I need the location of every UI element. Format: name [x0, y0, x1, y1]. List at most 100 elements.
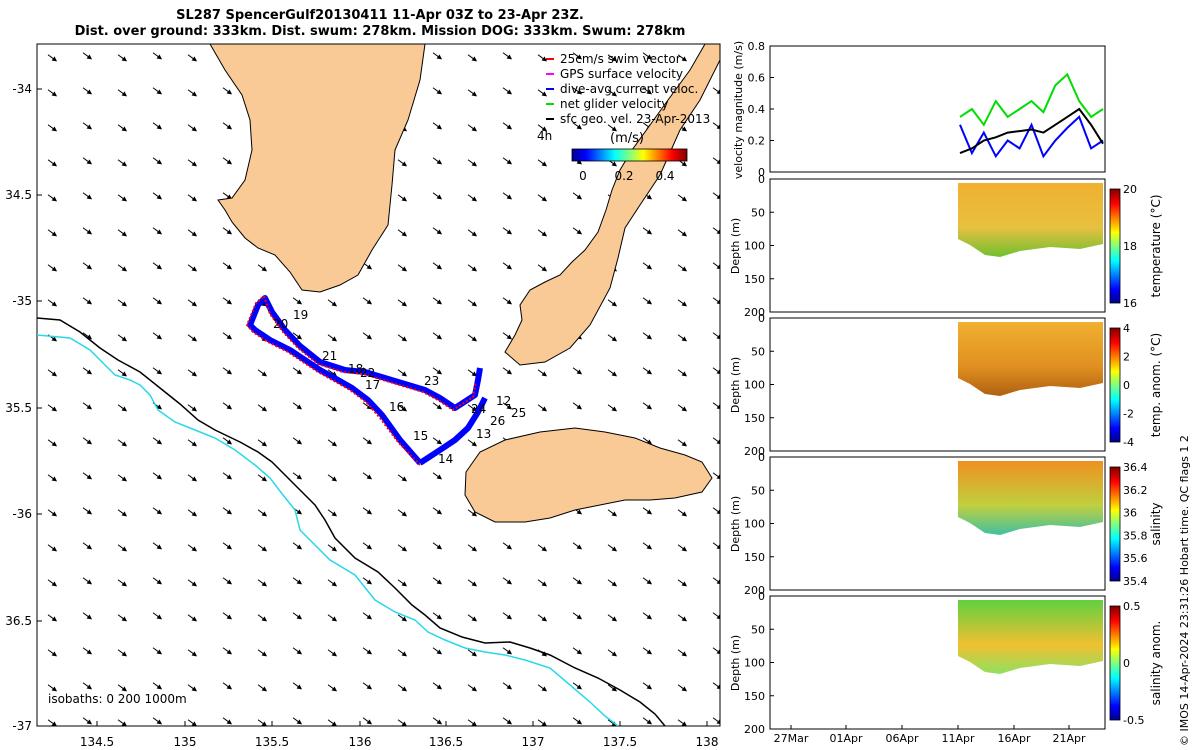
sfc-velocity-arrow	[572, 192, 583, 200]
sfc-velocity-arrow	[187, 509, 198, 517]
day-label: 24	[471, 402, 486, 416]
sfc-velocity-arrow	[502, 682, 513, 690]
sfc-velocity-arrow	[82, 437, 93, 445]
sfc-velocity-arrow	[257, 404, 268, 412]
sfc-velocity-arrow	[187, 474, 198, 482]
sfc-velocity-arrow	[117, 649, 128, 657]
lat-tick-label: 35.5	[5, 401, 32, 415]
velocity-series	[959, 72, 1104, 159]
sfc-velocity-arrow	[712, 437, 720, 445]
sfc-velocity-arrow	[152, 367, 163, 375]
sfc-velocity-arrow	[292, 647, 303, 655]
sfc-velocity-arrow	[677, 369, 688, 377]
sfc-velocity-arrow	[257, 264, 268, 272]
sfc-velocity-arrow	[712, 87, 720, 95]
depth-ylabel: Depth (m)	[729, 635, 742, 691]
sfc-velocity-arrow	[677, 579, 688, 587]
depth-tick-label: 100	[744, 657, 765, 670]
colorbar-tick-label: 35.4	[1123, 575, 1148, 588]
sfc-velocity-arrow	[712, 507, 720, 515]
sfc-velocity-arrow	[432, 717, 443, 725]
colorbar-tick-label: 20	[1123, 183, 1137, 196]
sfc-velocity-arrow	[537, 614, 548, 622]
sfc-velocity-arrow	[677, 229, 688, 237]
sfc-velocity-arrow	[397, 544, 408, 552]
sfc-velocity-arrow	[677, 509, 688, 517]
colorbar-label: salinity anom.	[1149, 621, 1163, 706]
depth-tick-label: 150	[744, 551, 765, 564]
sfc-velocity-arrow	[502, 542, 513, 550]
day-label: 23	[424, 374, 439, 388]
colorbar-tick-label: 0	[1123, 379, 1130, 392]
sfc-velocity-arrow	[537, 544, 548, 552]
vel-tick-label: 0	[758, 166, 765, 179]
sfc-velocity-arrow	[257, 439, 268, 447]
sfc-velocity-arrow	[607, 684, 618, 692]
sfc-velocity-arrow	[432, 682, 443, 690]
colorbar-tick-2: 0.4	[655, 169, 674, 183]
sfc-velocity-arrow	[397, 299, 408, 307]
lat-tick-label: 34.5	[5, 188, 32, 202]
sfc-velocity-arrow	[467, 124, 478, 132]
sfc-velocity-arrow	[82, 297, 93, 305]
sfc-velocity-arrow	[502, 577, 513, 585]
isobath-1000m	[37, 334, 619, 726]
sfc-velocity-arrow	[712, 647, 720, 655]
sfc-velocity-arrow	[187, 299, 198, 307]
sfc-velocity-arrow	[257, 684, 268, 692]
sfc-velocity-arrow	[642, 402, 653, 410]
sfc-velocity-arrow	[257, 579, 268, 587]
lon-tick-label: 136	[349, 735, 372, 749]
day-label: 18	[348, 362, 363, 376]
sfc-velocity-arrow	[222, 612, 233, 620]
sfc-velocity-arrow	[397, 509, 408, 517]
sfc-velocity-arrow	[397, 264, 408, 272]
colorbar-label: temp. anom. (°C)	[1149, 333, 1163, 437]
longitude-ticks: 134.5 135 135.5 136 136.5 137 137.5 138	[80, 721, 718, 749]
sfc-velocity-arrow	[362, 577, 373, 585]
lon-tick-label: 137	[522, 735, 545, 749]
sfc-velocity-arrow	[117, 264, 128, 272]
sfc-velocity-arrow	[117, 334, 128, 342]
sfc-velocity-arrow	[537, 404, 548, 412]
sfc-velocity-arrow	[82, 227, 93, 235]
sfc-velocity-arrow	[47, 54, 58, 62]
glider-track	[245, 294, 488, 466]
sfc-velocity-arrow	[642, 612, 653, 620]
sfc-velocity-arrow	[467, 229, 478, 237]
sfc-velocity-arrow	[397, 334, 408, 342]
sfc-velocity-arrow	[292, 612, 303, 620]
velocity-ylabel: velocity magnitude (m/s)	[732, 41, 745, 179]
sfc-velocity-arrow	[187, 719, 198, 726]
sfc-velocity-arrow	[467, 194, 478, 202]
depth-tick-label: 50	[751, 484, 765, 497]
sfc-velocity-arrow	[712, 262, 720, 270]
sfc-velocity-arrow	[432, 577, 443, 585]
sfc-velocity-arrow	[117, 509, 128, 517]
velocity-series-line	[959, 72, 1104, 127]
sfc-velocity-arrow	[607, 124, 618, 132]
interval-label: 4h	[537, 129, 552, 143]
kangaroo-island-land	[464, 427, 713, 523]
sfc-velocity-arrow	[117, 369, 128, 377]
depth-panel: 0 50 100 150 200 Depth (m) 36.4 36.2 36 35.8 35.6 3…	[729, 451, 1163, 597]
sfc-velocity-arrow	[362, 437, 373, 445]
sfc-velocity-arrow	[327, 369, 338, 377]
sfc-velocity-arrow	[432, 262, 443, 270]
sfc-velocity-arrow	[712, 402, 720, 410]
sfc-velocity-arrow	[712, 227, 720, 235]
sfc-velocity-arrow	[257, 649, 268, 657]
sfc-velocity-arrow	[642, 297, 653, 305]
sfc-velocity-arrow	[572, 367, 583, 375]
sfc-velocity-arrow	[642, 262, 653, 270]
velocity-series-line	[959, 115, 1104, 159]
sfc-velocity-arrow	[432, 87, 443, 95]
day-label: 21	[322, 349, 337, 363]
sfc-velocity-arrow	[152, 577, 163, 585]
sfc-velocity-arrow	[257, 544, 268, 552]
sfc-velocity-arrow	[47, 439, 58, 447]
sfc-velocity-arrow	[397, 579, 408, 587]
sfc-velocity-arrow	[467, 579, 478, 587]
sfc-velocity-arrow	[397, 194, 408, 202]
sfc-velocity-arrow	[82, 717, 93, 725]
